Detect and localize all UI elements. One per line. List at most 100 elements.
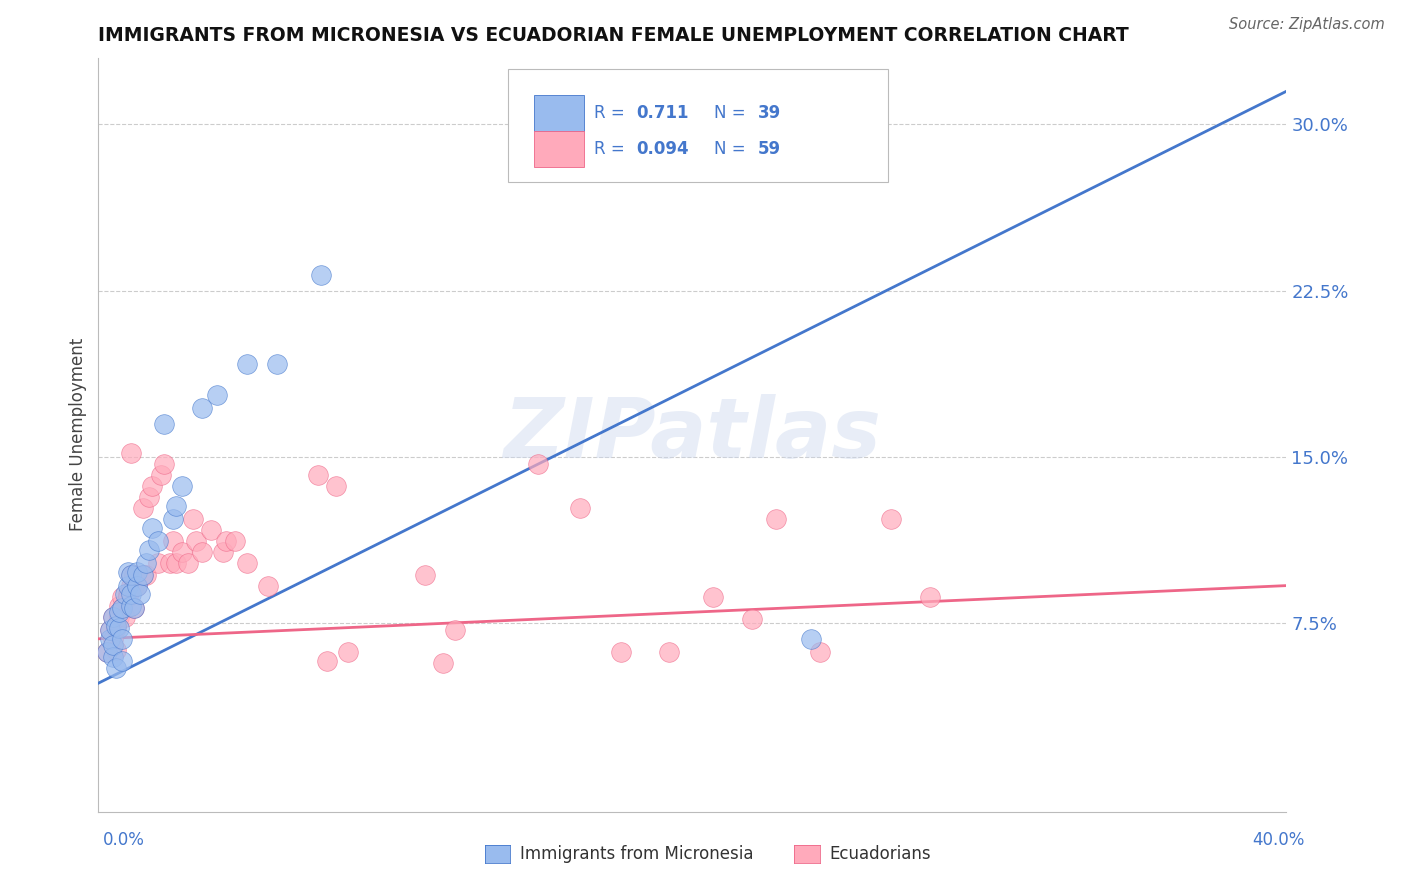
Point	[215, 534, 238, 549]
Point	[125, 566, 148, 580]
Point	[120, 587, 142, 601]
Point	[159, 557, 181, 571]
Point	[120, 567, 142, 582]
Point	[122, 600, 145, 615]
Text: 0.0%: 0.0%	[103, 830, 145, 848]
Point	[108, 621, 131, 635]
Point	[256, 579, 278, 593]
Point	[162, 512, 184, 526]
Point	[610, 645, 633, 659]
Point	[176, 557, 198, 571]
Point	[186, 534, 208, 549]
Point	[309, 268, 332, 283]
Point	[920, 590, 942, 604]
Point	[165, 557, 187, 571]
Point	[141, 479, 163, 493]
Point	[162, 534, 184, 549]
Point	[120, 599, 142, 613]
Point	[568, 501, 591, 516]
Point	[103, 609, 125, 624]
FancyBboxPatch shape	[534, 95, 585, 131]
Point	[443, 623, 465, 637]
Point	[138, 490, 160, 504]
Point	[741, 135, 763, 149]
Point	[108, 605, 131, 619]
Point	[117, 590, 139, 604]
Point	[103, 639, 125, 653]
Point	[129, 587, 152, 601]
Text: 0.094: 0.094	[637, 140, 689, 158]
Point	[413, 567, 436, 582]
Point	[122, 579, 145, 593]
Point	[135, 557, 157, 571]
Point	[96, 645, 118, 659]
Point	[191, 545, 214, 559]
Text: N =: N =	[714, 140, 745, 158]
Point	[105, 618, 128, 632]
Point	[212, 545, 235, 559]
Point	[183, 512, 205, 526]
FancyBboxPatch shape	[509, 70, 889, 182]
Point	[105, 660, 128, 674]
Point	[132, 567, 155, 582]
Point	[120, 445, 142, 459]
Point	[114, 587, 136, 601]
Text: 39: 39	[758, 104, 782, 122]
Point	[266, 357, 288, 371]
Text: 0.711: 0.711	[637, 104, 689, 122]
Text: Immigrants from Micronesia: Immigrants from Micronesia	[520, 845, 754, 863]
Point	[132, 501, 155, 516]
Point	[658, 645, 681, 659]
Point	[125, 579, 148, 593]
Point	[135, 567, 157, 582]
Point	[200, 523, 222, 537]
Point	[165, 499, 187, 513]
Point	[224, 534, 246, 549]
Point	[105, 621, 128, 635]
Text: N =: N =	[714, 104, 745, 122]
Point	[111, 600, 134, 615]
Point	[152, 457, 174, 471]
Point	[170, 479, 193, 493]
Point	[120, 579, 142, 593]
Point	[103, 632, 125, 646]
Point	[152, 417, 174, 431]
FancyBboxPatch shape	[534, 131, 585, 168]
Point	[111, 590, 134, 604]
Point	[111, 654, 134, 668]
Point	[336, 645, 359, 659]
Point	[765, 512, 787, 526]
Point	[98, 623, 121, 637]
Point	[108, 609, 131, 624]
Point	[325, 479, 347, 493]
Point	[149, 467, 172, 482]
Point	[800, 632, 823, 646]
Point	[117, 579, 139, 593]
Point	[741, 612, 763, 626]
Point	[236, 357, 259, 371]
Point	[880, 512, 903, 526]
Point	[138, 543, 160, 558]
Point	[111, 600, 134, 615]
Point	[105, 643, 128, 657]
Y-axis label: Female Unemployment: Female Unemployment	[69, 338, 87, 532]
Point	[191, 401, 214, 416]
Text: 59: 59	[758, 140, 780, 158]
Point	[122, 567, 145, 582]
Point	[98, 623, 121, 637]
Point	[205, 388, 228, 402]
Point	[146, 534, 169, 549]
Point	[307, 467, 329, 482]
Point	[114, 609, 136, 624]
Point	[808, 645, 831, 659]
Point	[170, 545, 193, 559]
Point	[117, 566, 139, 580]
Text: Source: ZipAtlas.com: Source: ZipAtlas.com	[1229, 17, 1385, 31]
Point	[432, 656, 454, 670]
Point	[125, 579, 148, 593]
Text: Ecuadorians: Ecuadorians	[830, 845, 931, 863]
Point	[117, 587, 139, 601]
Point	[103, 649, 125, 664]
Point	[132, 567, 155, 582]
Point	[527, 457, 550, 471]
